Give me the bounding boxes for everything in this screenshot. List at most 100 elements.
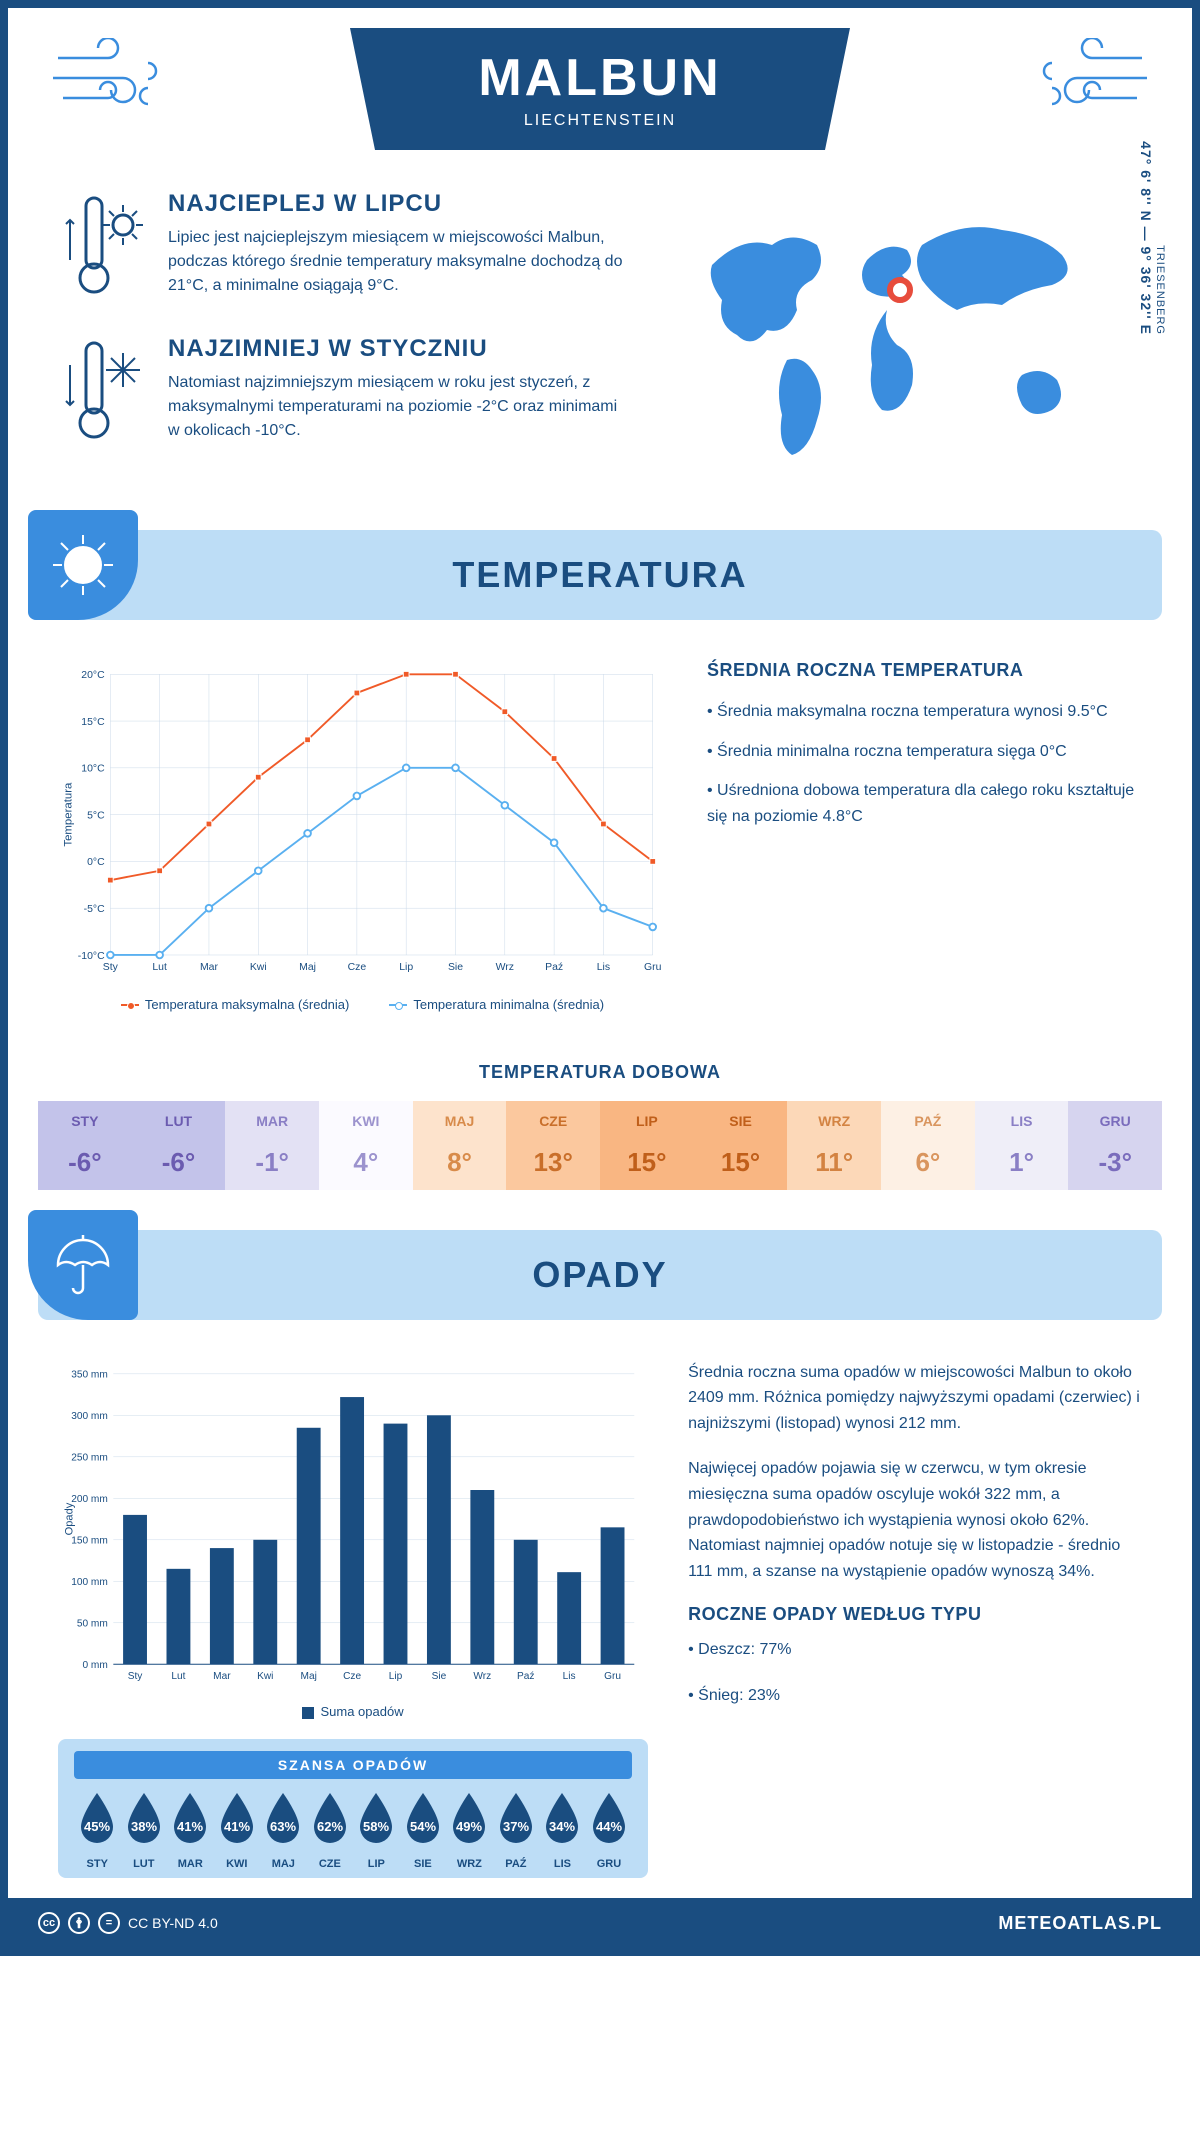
svg-text:Mar: Mar: [200, 962, 219, 973]
svg-text:Sty: Sty: [103, 962, 119, 973]
temp-bullet-2: • Uśredniona dobowa temperatura dla całe…: [707, 778, 1142, 829]
chance-drop: 62% CZE: [307, 1791, 354, 1870]
svg-text:Sty: Sty: [128, 1671, 144, 1682]
hottest-body: Lipiec jest najcieplejszym miesiącem w m…: [168, 226, 633, 298]
daily-month-value: 1°: [975, 1147, 1069, 1178]
daily-month-label: LIS: [975, 1113, 1069, 1129]
daily-month-label: SIE: [694, 1113, 788, 1129]
svg-text:Sie: Sie: [432, 1671, 447, 1682]
svg-text:63%: 63%: [270, 1819, 296, 1834]
precip-type-heading: ROCZNE OPADY WEDŁUG TYPU: [688, 1604, 1142, 1625]
svg-text:Lip: Lip: [399, 962, 413, 973]
daily-month-value: -6°: [132, 1147, 226, 1178]
coldest-title: NAJZIMNIEJ W STYCZNIU: [168, 335, 633, 363]
daily-cell: STY -6°: [38, 1101, 132, 1190]
daily-month-value: -6°: [38, 1147, 132, 1178]
chance-drop: 41% MAR: [167, 1791, 214, 1870]
daily-cell: CZE 13°: [506, 1101, 600, 1190]
daily-month-value: -3°: [1068, 1147, 1162, 1178]
svg-text:44%: 44%: [596, 1819, 622, 1834]
precipitation-chance-box: SZANSA OPADÓW 45% STY 38% LUT 41% MAR: [58, 1739, 648, 1878]
coldest-body: Natomiast najzimniejszym miesiącem w rok…: [168, 371, 633, 443]
cc-icon: cc: [38, 1912, 60, 1934]
svg-text:-5°C: -5°C: [84, 904, 105, 915]
coord-lon: 9° 36' 32'' E: [1138, 246, 1154, 335]
precipitation-summary: Średnia roczna suma opadów w miejscowośc…: [688, 1360, 1142, 1879]
svg-text:150 mm: 150 mm: [71, 1535, 108, 1546]
daily-month-value: 11°: [787, 1147, 881, 1178]
daily-month-label: LUT: [132, 1113, 226, 1129]
daily-month-value: 6°: [881, 1147, 975, 1178]
svg-text:34%: 34%: [549, 1819, 575, 1834]
wind-icon-left: [48, 38, 168, 123]
thermometer-hot-icon: [58, 190, 148, 305]
page-footer: cc 🛉 = CC BY-ND 4.0 METEOATLAS.PL: [8, 1898, 1192, 1948]
svg-text:0 mm: 0 mm: [82, 1659, 107, 1670]
city-title: MALBUN: [430, 48, 770, 108]
svg-text:38%: 38%: [131, 1819, 157, 1834]
country-subtitle: LIECHTENSTEIN: [430, 112, 770, 130]
temp-bullet-0: • Średnia maksymalna roczna temperatura …: [707, 699, 1142, 725]
thermometer-cold-icon: [58, 335, 148, 450]
chance-drop: 49% WRZ: [446, 1791, 493, 1870]
daily-month-value: 15°: [694, 1147, 788, 1178]
hottest-title: NAJCIEPLEJ W LIPCU: [168, 190, 633, 218]
svg-text:10°C: 10°C: [81, 764, 105, 775]
svg-text:Lut: Lut: [152, 962, 167, 973]
daily-month-label: MAJ: [413, 1113, 507, 1129]
daily-cell: SIE 15°: [694, 1101, 788, 1190]
precip-legend: Suma opadów: [320, 1704, 403, 1719]
svg-text:Paź: Paź: [517, 1671, 534, 1682]
coord-region: TRIESENBERG: [1154, 141, 1166, 335]
coord-lat: 47° 6' 8'' N: [1138, 141, 1154, 222]
page-header: MALBUN LIECHTENSTEIN: [8, 8, 1192, 180]
svg-text:Mar: Mar: [213, 1671, 231, 1682]
daily-month-label: CZE: [506, 1113, 600, 1129]
svg-text:Maj: Maj: [299, 962, 316, 973]
daily-cell: WRZ 11°: [787, 1101, 881, 1190]
license-block: cc 🛉 = CC BY-ND 4.0: [38, 1912, 218, 1934]
daily-month-value: 15°: [600, 1147, 694, 1178]
svg-text:0°C: 0°C: [87, 857, 105, 868]
chance-month-label: GRU: [586, 1858, 633, 1870]
chance-drop: 38% LUT: [121, 1791, 168, 1870]
svg-text:62%: 62%: [317, 1819, 343, 1834]
daily-month-value: -1°: [225, 1147, 319, 1178]
svg-text:5°C: 5°C: [87, 810, 105, 821]
svg-text:41%: 41%: [224, 1819, 250, 1834]
chance-month-label: PAŹ: [493, 1858, 540, 1870]
svg-text:250 mm: 250 mm: [71, 1452, 108, 1463]
svg-text:Temperatura: Temperatura: [62, 782, 74, 847]
daily-month-value: 8°: [413, 1147, 507, 1178]
svg-text:54%: 54%: [410, 1819, 436, 1834]
chance-drop: 34% LIS: [539, 1791, 586, 1870]
precip-p1: Średnia roczna suma opadów w miejscowośc…: [688, 1360, 1142, 1437]
precip-p2: Najwięcej opadów pojawia się w czerwcu, …: [688, 1456, 1142, 1584]
precipitation-heading: OPADY: [78, 1254, 1122, 1296]
temperature-banner: TEMPERATURA: [38, 530, 1162, 620]
daily-month-value: 13°: [506, 1147, 600, 1178]
chance-month-label: KWI: [214, 1858, 261, 1870]
license-text: CC BY-ND 4.0: [128, 1915, 218, 1931]
temp-summary-heading: ŚREDNIA ROCZNA TEMPERATURA: [707, 660, 1142, 681]
nd-icon: =: [98, 1912, 120, 1934]
chance-month-label: STY: [74, 1858, 121, 1870]
daily-month-label: WRZ: [787, 1113, 881, 1129]
svg-text:-10°C: -10°C: [78, 951, 105, 962]
svg-text:Wrz: Wrz: [473, 1671, 491, 1682]
daily-month-label: GRU: [1068, 1113, 1162, 1129]
daily-cell: LIP 15°: [600, 1101, 694, 1190]
svg-text:Gru: Gru: [604, 1671, 621, 1682]
chance-drop: 45% STY: [74, 1791, 121, 1870]
chance-drop: 37% PAŹ: [493, 1791, 540, 1870]
chance-month-label: LIP: [353, 1858, 400, 1870]
daily-temp-heading: TEMPERATURA DOBOWA: [8, 1062, 1192, 1083]
daily-month-label: KWI: [319, 1113, 413, 1129]
chance-drop: 41% KWI: [214, 1791, 261, 1870]
svg-text:Sie: Sie: [448, 962, 463, 973]
svg-text:15°C: 15°C: [81, 717, 105, 728]
daily-cell: KWI 4°: [319, 1101, 413, 1190]
svg-text:20°C: 20°C: [81, 670, 105, 681]
legend-min: Temperatura minimalna (średnia): [413, 997, 604, 1012]
svg-text:58%: 58%: [363, 1819, 389, 1834]
